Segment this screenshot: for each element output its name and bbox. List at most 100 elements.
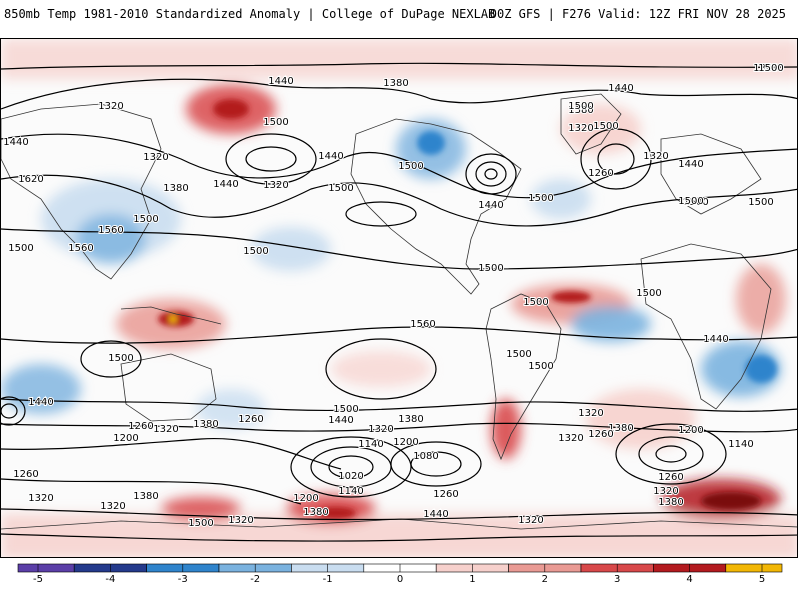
contour-label: 1440 bbox=[3, 137, 28, 148]
colorbar-tick-label: -1 bbox=[322, 574, 333, 585]
europe-outline bbox=[660, 133, 762, 215]
contour-closed-low bbox=[328, 455, 374, 479]
contour-label: 1260 bbox=[658, 472, 683, 483]
anomaly-region bbox=[169, 315, 177, 323]
contour-label: 1080 bbox=[413, 451, 438, 462]
contour-label: 1020 bbox=[338, 471, 363, 482]
contour-line bbox=[1, 398, 797, 412]
contour-label: 1320 bbox=[558, 433, 583, 444]
contour-closed-low bbox=[225, 133, 317, 185]
contour-closed-low bbox=[597, 143, 635, 175]
contour-label: 1140 bbox=[728, 439, 753, 450]
contour-closed-low bbox=[290, 436, 412, 498]
contour-label: 1380 bbox=[568, 105, 593, 116]
valid-time: 00Z GFS | F276 Valid: 12Z FRI NOV 28 202… bbox=[489, 7, 786, 21]
contour-label: 1500 bbox=[333, 404, 358, 415]
contour-label: 1320 bbox=[228, 515, 253, 526]
contour-label: 1500 bbox=[188, 518, 213, 529]
contour-label: 1320 bbox=[643, 151, 668, 162]
contour-closed-low bbox=[410, 451, 462, 477]
contour-line bbox=[1, 326, 797, 344]
colorbar-tick-label: -3 bbox=[177, 574, 188, 585]
contour-label: 1620 bbox=[18, 174, 43, 185]
contour-closed-low bbox=[1, 396, 26, 426]
contour-label: 1500 bbox=[328, 183, 353, 194]
contour-label: 1500 bbox=[478, 263, 503, 274]
colorbar-tick-label: 0 bbox=[396, 574, 404, 585]
contour-label: 1440 bbox=[318, 151, 343, 162]
contour-label: 1380 bbox=[753, 63, 778, 74]
contour-closed-low bbox=[615, 423, 727, 485]
contour-line bbox=[1, 62, 797, 70]
contour-line bbox=[1, 78, 797, 110]
contour-label: 1440 bbox=[213, 179, 238, 190]
contour-closed-low bbox=[638, 436, 704, 472]
south-america-outline bbox=[485, 293, 562, 461]
colorbar-segments bbox=[17, 563, 783, 573]
anomaly-region bbox=[213, 99, 249, 119]
contour-line bbox=[1, 437, 342, 470]
anomaly-region bbox=[571, 306, 651, 342]
anomaly-region bbox=[561, 104, 641, 154]
contour-closed-low bbox=[390, 441, 482, 487]
contour-label: 1560 bbox=[98, 225, 123, 236]
colorbar-tick-label: -5 bbox=[33, 574, 43, 585]
contour-label: 1260 bbox=[588, 168, 613, 179]
contour-closed-low bbox=[465, 153, 517, 195]
contour-label: 1200 bbox=[113, 433, 138, 444]
contour-label: 1320 bbox=[100, 501, 125, 512]
anomaly-region bbox=[701, 492, 761, 510]
contour-closed-high bbox=[325, 338, 437, 400]
contour-closed-low bbox=[245, 146, 297, 172]
colorbar-tick-label: 2 bbox=[541, 574, 548, 585]
contour-closed-low bbox=[580, 128, 652, 190]
anomaly-region bbox=[745, 355, 777, 383]
contour-closed-low bbox=[475, 161, 507, 187]
contour-line bbox=[1, 533, 797, 542]
anomaly-region bbox=[331, 351, 431, 387]
colorbar-segment bbox=[725, 563, 783, 573]
contour-label: 1200 bbox=[293, 493, 318, 504]
contour-label: 1500 bbox=[748, 197, 773, 208]
contour-label: 1500 bbox=[748, 197, 773, 208]
colorbar-tick-label: -2 bbox=[250, 574, 261, 585]
contour-label: 1440 bbox=[678, 159, 703, 170]
contour-label: 1380 bbox=[398, 414, 423, 425]
contour-label: 1500 bbox=[506, 349, 531, 360]
map-panel: 1380 1440 1380 1320 1500 1440 1380 1320 1440 1620… bbox=[0, 38, 798, 558]
contour-label: 1320 bbox=[368, 424, 393, 435]
contour-label: 1320 bbox=[653, 486, 678, 497]
contour-label: 1500 bbox=[636, 288, 661, 299]
contour-label: 1380 bbox=[758, 63, 783, 74]
contour-label: 1500 bbox=[8, 243, 33, 254]
contour-label: 1260 bbox=[13, 469, 38, 480]
colorbar-tick-label: -4 bbox=[105, 574, 116, 585]
contour-label: 1260 bbox=[238, 414, 263, 425]
anomaly-region bbox=[491, 399, 521, 459]
indonesia-outline bbox=[120, 306, 222, 325]
colorbar-tick-label: 4 bbox=[686, 574, 693, 585]
contour-closed-low bbox=[484, 168, 498, 180]
contour-label: 1500 bbox=[568, 101, 593, 112]
contour-label: 1380 bbox=[193, 419, 218, 430]
contour-label: 1320 bbox=[98, 101, 123, 112]
contour-label: 1440 bbox=[328, 415, 353, 426]
contour-label: 1380 bbox=[658, 497, 683, 508]
contour-label: 1500 bbox=[263, 117, 288, 128]
contour-label: 1440 bbox=[268, 76, 293, 87]
anomaly-region bbox=[76, 214, 146, 264]
contour-label: 1140 bbox=[358, 439, 383, 450]
contour-label: 1440 bbox=[423, 509, 448, 520]
colorbar: -5 -4 -3 -2 -1 0 1 2 3 4 5 bbox=[0, 560, 800, 600]
anomaly-region bbox=[251, 227, 331, 271]
contour-label: 1500 bbox=[528, 361, 553, 372]
colorbar-tick-label: 1 bbox=[469, 574, 476, 585]
contour-label: 1500 bbox=[243, 246, 268, 257]
anomaly-region bbox=[316, 507, 356, 519]
contour-label: 1440 bbox=[608, 83, 633, 94]
contour-label: 1380 bbox=[303, 507, 328, 518]
contour-label: 1380 bbox=[383, 78, 408, 89]
anomaly-region bbox=[196, 389, 266, 429]
